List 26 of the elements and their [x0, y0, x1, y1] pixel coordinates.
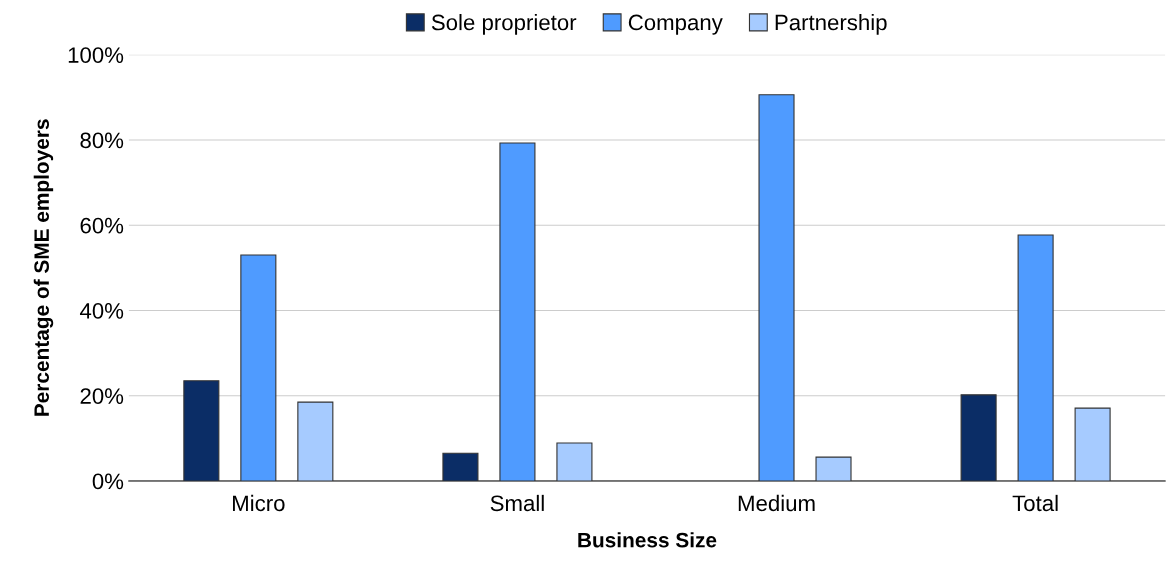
bar: [499, 142, 536, 481]
y-tick-label: 20%: [80, 388, 124, 404]
x-tick-label: Micro: [233, 494, 285, 512]
x-axis-title: Business Size: [578, 532, 717, 548]
bar: [556, 442, 593, 481]
y-tick-label: 40%: [79, 303, 124, 319]
y-tick-label: 80%: [80, 132, 124, 149]
legend-label: Sole proprietor: [431, 14, 577, 35]
bar: [815, 456, 852, 481]
bar: [758, 94, 795, 481]
y-tick-label: 60%: [80, 217, 124, 234]
bar: [960, 394, 997, 481]
legend-label: Partnership: [775, 14, 887, 35]
y-axis-title: Percentage of SME employers: [33, 119, 54, 416]
bar: [1074, 407, 1111, 481]
x-tick-label: Medium: [738, 494, 815, 512]
legend-label: Company: [628, 14, 723, 35]
bar: [183, 380, 220, 481]
bar: [240, 254, 277, 481]
x-tick-label: Total: [1012, 494, 1058, 512]
y-tick-label: 100%: [68, 47, 124, 63]
bar: [297, 401, 334, 481]
x-tick-label: Small: [490, 494, 544, 512]
bar: [1017, 234, 1054, 481]
bar: [442, 452, 479, 481]
y-tick-label: 0%: [92, 473, 124, 490]
